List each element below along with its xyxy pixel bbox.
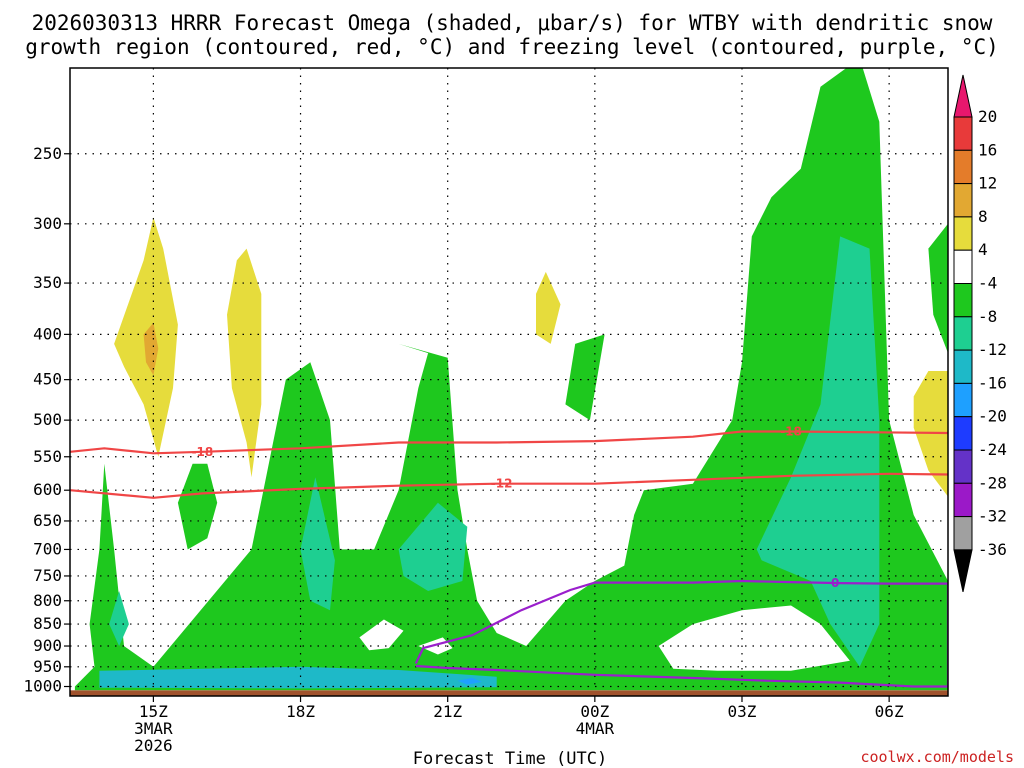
colorbar-swatch [953, 283, 973, 318]
weak-omega-gap [359, 619, 404, 651]
date-label: 4MAR [576, 719, 615, 738]
colorbar-label: -36 [978, 540, 1007, 559]
omega-shaded-region [457, 678, 482, 685]
pressure-tick-label: 650 [33, 511, 62, 530]
omega-shaded-region [143, 322, 159, 376]
colorbar-swatch [953, 316, 973, 351]
title-line-1: 2026030313 HRRR Forecast Omega (shaded, … [32, 11, 993, 35]
omega-shaded-region [109, 591, 129, 646]
isotherm-contour-layer: -18 -18 -12 0 [70, 424, 948, 688]
omega-shaded-region [928, 223, 948, 354]
plot-frame [69, 67, 949, 697]
colorbar-label: -28 [978, 473, 1007, 492]
isotherm-label: -12 [491, 477, 513, 491]
colorbar-swatch [953, 382, 973, 418]
time-tick-label: 06Z [875, 702, 904, 721]
colorbar-label: -24 [978, 440, 1007, 459]
plot-area: -18 -18 -12 0 [70, 68, 948, 696]
title-line-2: growth region (contoured, red, °C) and f… [25, 35, 999, 59]
omega-shaded-region [300, 477, 335, 611]
omega-shaded-region [227, 248, 262, 478]
pressure-axis: 250 300 350 400 450 500 550 600 650 700 750 800 850 9… [23, 144, 70, 696]
colorbar-label: 16 [978, 140, 997, 159]
chart-title: 2026030313 HRRR Forecast Omega (shaded, … [25, 11, 999, 59]
pressure-tick-label: 250 [33, 144, 62, 163]
colorbar-bottom-triangle [953, 549, 973, 593]
pressure-tick-label: 500 [33, 410, 62, 429]
time-tick-label: 18Z [286, 702, 315, 721]
time-tick-label: 21Z [433, 702, 462, 721]
colorbar-label: -12 [978, 340, 1007, 359]
pressure-tick-label: 350 [33, 273, 62, 292]
colorbar-label: 20 [978, 107, 997, 126]
colorbar-top-triangle [953, 74, 973, 118]
colorbar-swatch [953, 482, 973, 518]
colorbar-label: -8 [978, 307, 997, 326]
pressure-tick-label: 950 [33, 657, 62, 676]
colorbar-label: 12 [978, 174, 997, 193]
pressure-tick-label: 800 [33, 591, 62, 610]
credit-text: coolwx.com/models [860, 748, 1014, 766]
time-tick-label: 00Z [580, 702, 609, 721]
year-label: 2026 [134, 736, 173, 755]
colorbar-swatch [953, 416, 973, 451]
pressure-tick-label: 750 [33, 566, 62, 585]
isotherm-line [70, 472, 948, 499]
colorbar-label: -4 [978, 274, 997, 293]
colorbar-swatch [953, 449, 973, 484]
surface-ground-fill [70, 690, 948, 696]
isotherm-line [414, 579, 948, 688]
pressure-tick-label: 550 [33, 447, 62, 466]
isotherm-label: -18 [780, 424, 802, 438]
pressure-tick-label: 850 [33, 614, 62, 633]
colorbar-label: 8 [978, 207, 988, 226]
time-tick-label: 03Z [728, 702, 757, 721]
pressure-tick-label: 450 [33, 370, 62, 389]
isotherm-line [70, 430, 948, 455]
omega-colorbar: 20 16 12 8 4 -4 -8 -12 -16 -20 -24 -28 -32 -36 [953, 74, 1007, 593]
omega-shaded-region [398, 502, 468, 591]
colorbar-swatch [953, 116, 973, 151]
x-axis-label: Forecast Time (UTC) [413, 749, 607, 768]
colorbar-swatch [953, 149, 973, 185]
time-tick-label: 15Z [139, 702, 168, 721]
colorbar-swatch [953, 516, 973, 551]
weak-omega-gap [658, 605, 850, 671]
colorbar-label: -16 [978, 373, 1007, 392]
omega-shaded-region [536, 271, 561, 344]
colorbar-label: -32 [978, 507, 1007, 526]
pressure-tick-label: 400 [33, 324, 62, 343]
pressure-tick-label: 300 [33, 214, 62, 233]
colorbar-swatch [953, 216, 973, 251]
colorbar-swatch [953, 349, 973, 384]
colorbar-swatch [953, 183, 973, 218]
omega-shading-layer [74, 68, 948, 691]
isotherm-label: -18 [192, 445, 214, 459]
omega-shaded-region [565, 334, 605, 421]
colorbar-label: -20 [978, 407, 1007, 426]
omega-shaded-region [74, 68, 948, 691]
colorbar-label: 4 [978, 240, 988, 259]
pressure-tick-label: 900 [33, 636, 62, 655]
omega-shaded-region [756, 236, 880, 667]
pressure-tick-label: 600 [33, 480, 62, 499]
pressure-tick-label: 1000 [23, 677, 62, 696]
pressure-tick-label: 700 [33, 539, 62, 558]
colorbar-swatch [953, 249, 973, 284]
omega-shaded-region [99, 666, 497, 689]
date-label: 3MAR [134, 719, 173, 738]
omega-shaded-region [177, 463, 218, 550]
isotherm-label: 0 [831, 576, 839, 590]
